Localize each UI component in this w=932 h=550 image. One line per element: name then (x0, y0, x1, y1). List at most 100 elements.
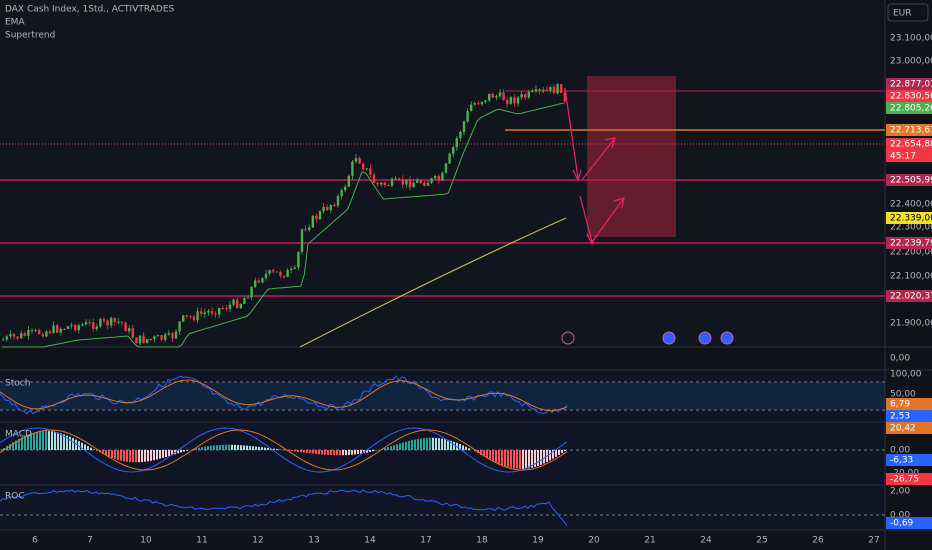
candle (336, 196, 340, 206)
axis-label: 0,00 (890, 511, 910, 521)
macd-bar (414, 439, 416, 450)
candle (110, 317, 113, 326)
macd-bar (294, 450, 296, 452)
candle (279, 271, 282, 276)
macd-bar (495, 450, 497, 463)
macd-bar (273, 448, 275, 450)
value-tag-label: -0,69 (890, 519, 914, 529)
candle (38, 330, 41, 335)
macd-bar (222, 444, 224, 450)
macd-bar (339, 450, 341, 456)
macd-bar (345, 450, 347, 456)
candle (16, 336, 19, 339)
macd-bar (27, 434, 29, 450)
stoch-d (0, 379, 568, 412)
indicator-label: EMA (5, 18, 25, 28)
candle (509, 97, 512, 104)
candle (70, 325, 73, 327)
macd-bar (162, 450, 164, 458)
candle (286, 269, 289, 278)
stoch-band (0, 382, 885, 410)
time-axis-label: 13 (308, 536, 319, 546)
macd-bar (426, 437, 428, 450)
macd-bar (303, 450, 305, 453)
candle (236, 299, 239, 309)
price-tag (886, 212, 932, 224)
candle (462, 121, 466, 132)
candle (254, 280, 257, 287)
stoch-k (0, 375, 568, 415)
macd-bar (123, 450, 125, 462)
macd-bar (195, 448, 197, 450)
macd-bar (21, 437, 23, 450)
macd-bar (216, 445, 218, 450)
candle (153, 336, 156, 340)
macd-bar (153, 450, 155, 461)
macd-bar (393, 445, 395, 450)
candle (430, 178, 433, 183)
macd-bar (183, 450, 185, 452)
candle (128, 328, 131, 332)
macd-bar (360, 450, 362, 454)
macd-bar (330, 450, 332, 456)
macd-bar (135, 450, 137, 463)
macd-bar (90, 447, 92, 450)
macd-bar (231, 444, 233, 450)
candle (452, 147, 455, 154)
macd-bar (255, 446, 257, 450)
macd-bar (354, 450, 356, 455)
macd-bar (45, 431, 47, 450)
countdown: 45:17 (890, 152, 916, 162)
candle (534, 89, 538, 91)
currency[interactable]: EUR (893, 9, 912, 19)
candle (214, 313, 217, 315)
candle (250, 286, 253, 298)
candle (520, 94, 523, 98)
currency-box[interactable] (887, 3, 929, 22)
candle (423, 182, 426, 186)
candle (102, 318, 106, 321)
time-axis-label: 25 (756, 536, 767, 546)
macd-bar (306, 450, 308, 453)
candle (527, 91, 530, 98)
candle (351, 161, 354, 176)
macd-bar (33, 432, 35, 450)
candle (171, 333, 174, 339)
price-tag (886, 102, 932, 114)
target-zone (587, 76, 676, 237)
candle (74, 325, 77, 331)
macd-bar (420, 438, 422, 450)
macd-bar (42, 431, 44, 450)
macd-bar (492, 450, 494, 462)
candle (106, 320, 109, 326)
macd-bar (201, 447, 203, 450)
value-tag (886, 454, 932, 466)
price-tag (886, 237, 932, 249)
macd-bar (399, 443, 401, 450)
candle (538, 89, 541, 91)
time-axis-label: 20 (588, 536, 600, 546)
time-axis-label: 14 (364, 536, 376, 546)
macd-bar (387, 447, 389, 450)
candle (333, 204, 336, 206)
macd-bar (144, 450, 146, 462)
macd-bar (288, 450, 290, 451)
candle (484, 100, 487, 102)
macd-bar (357, 450, 359, 455)
macd-bar (558, 450, 560, 455)
macd-bar (84, 444, 86, 450)
macd-bar (438, 438, 440, 450)
macd-bar (186, 450, 188, 451)
macd-bar (126, 450, 128, 462)
candle (164, 334, 167, 340)
price-axis-label: 21.900,00 (890, 319, 932, 329)
macd-bar (522, 450, 524, 469)
ema (299, 217, 567, 348)
candle (419, 179, 422, 183)
axis-label: 100,00 (890, 370, 922, 380)
macd-bar (480, 450, 482, 455)
price-tag (886, 290, 932, 302)
macd-bar (450, 440, 452, 450)
candle (560, 84, 563, 93)
macd-bar (39, 431, 41, 450)
